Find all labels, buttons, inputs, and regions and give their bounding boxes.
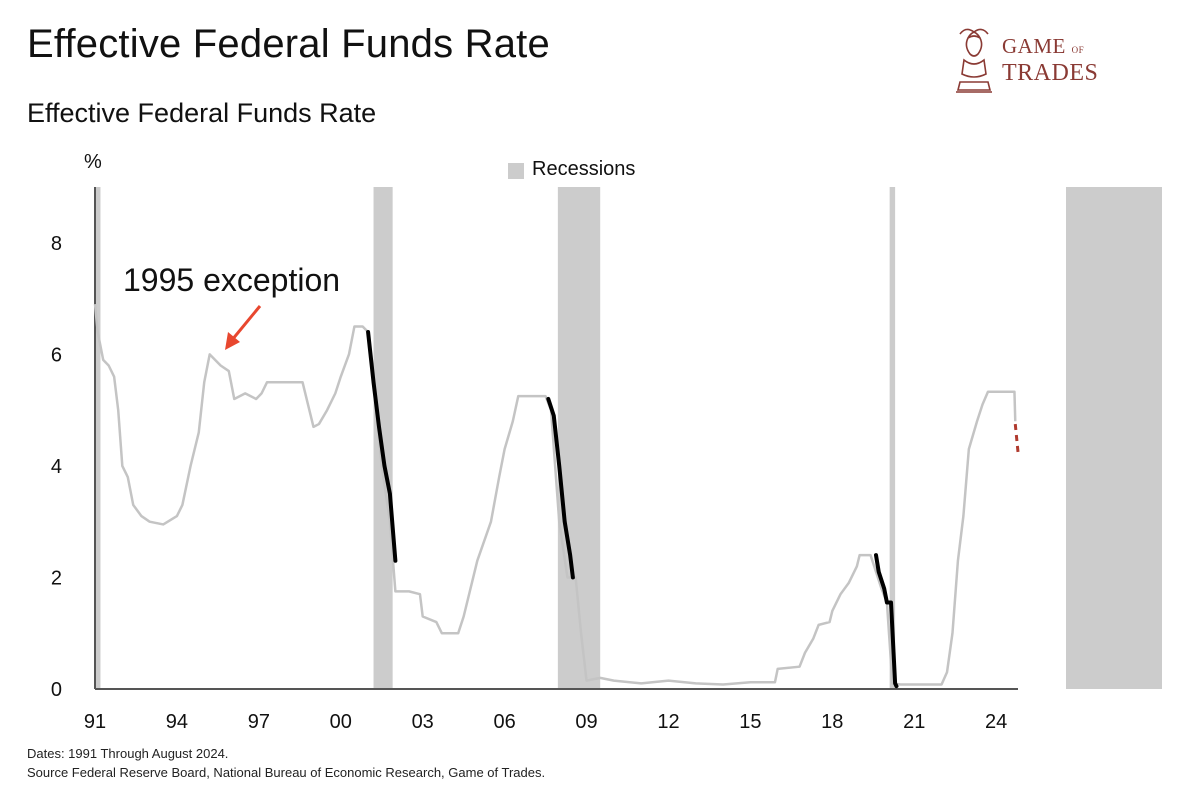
y-tick-label: 2 [51,567,62,589]
footnote-dates: Dates: 1991 Through August 2024. [27,746,229,761]
x-tick-label: 94 [166,711,188,733]
y-axis-label: % [84,151,102,173]
cut-segment [366,330,398,563]
y-ticks: 0 2 4 6 8 [51,233,62,701]
logo-of: of [1071,45,1085,55]
x-tick-label: 15 [739,711,761,733]
page-title: Effective Federal Funds Rate [27,22,550,66]
x-tick-label: 06 [493,711,515,733]
x-tick-label: 18 [821,711,843,733]
game-of-trades-logo: Game of Trades [1002,34,1099,86]
recession-band [95,187,101,689]
x-tick-label: 00 [330,711,352,733]
future-recession-shading [1066,187,1162,689]
legend-label: Recessions [532,158,635,180]
footnote-source: Source Federal Reserve Board, National B… [27,765,546,780]
x-tick-label: 97 [248,711,270,733]
y-tick-label: 4 [51,456,62,478]
legend-swatch [508,163,524,179]
x-tick-label: 03 [412,711,434,733]
x-tick-label: 91 [84,711,106,733]
logo-line1: Game [1002,34,1066,58]
annotation-arrow [225,305,262,350]
y-tick-label: 8 [51,233,62,255]
y-tick-label: 0 [51,679,62,701]
y-tick-label: 6 [51,344,62,366]
projected-cuts [1013,423,1020,453]
cut-segment [874,553,899,689]
logo-line2: Trades [1002,60,1099,86]
recession-bands [95,187,896,689]
x-tick-label: 09 [575,711,597,733]
recession-band [889,187,896,689]
x-tick-label: 12 [657,711,679,733]
bull-logo-icon [956,28,992,93]
cut-segment [546,396,575,580]
x-tick-label: 24 [985,711,1007,733]
recession-band [373,187,393,689]
projection-line [1013,423,1020,453]
chart-subtitle: Effective Federal Funds Rate [27,98,377,128]
pre-recession-cuts [366,330,899,689]
rate-line [93,304,1017,686]
rate-series-line [93,304,1017,686]
annotation-text: 1995 exception [123,262,340,298]
x-tick-label: 21 [903,711,925,733]
x-ticks: 91 94 97 00 03 06 09 12 15 18 21 24 [84,711,1007,733]
